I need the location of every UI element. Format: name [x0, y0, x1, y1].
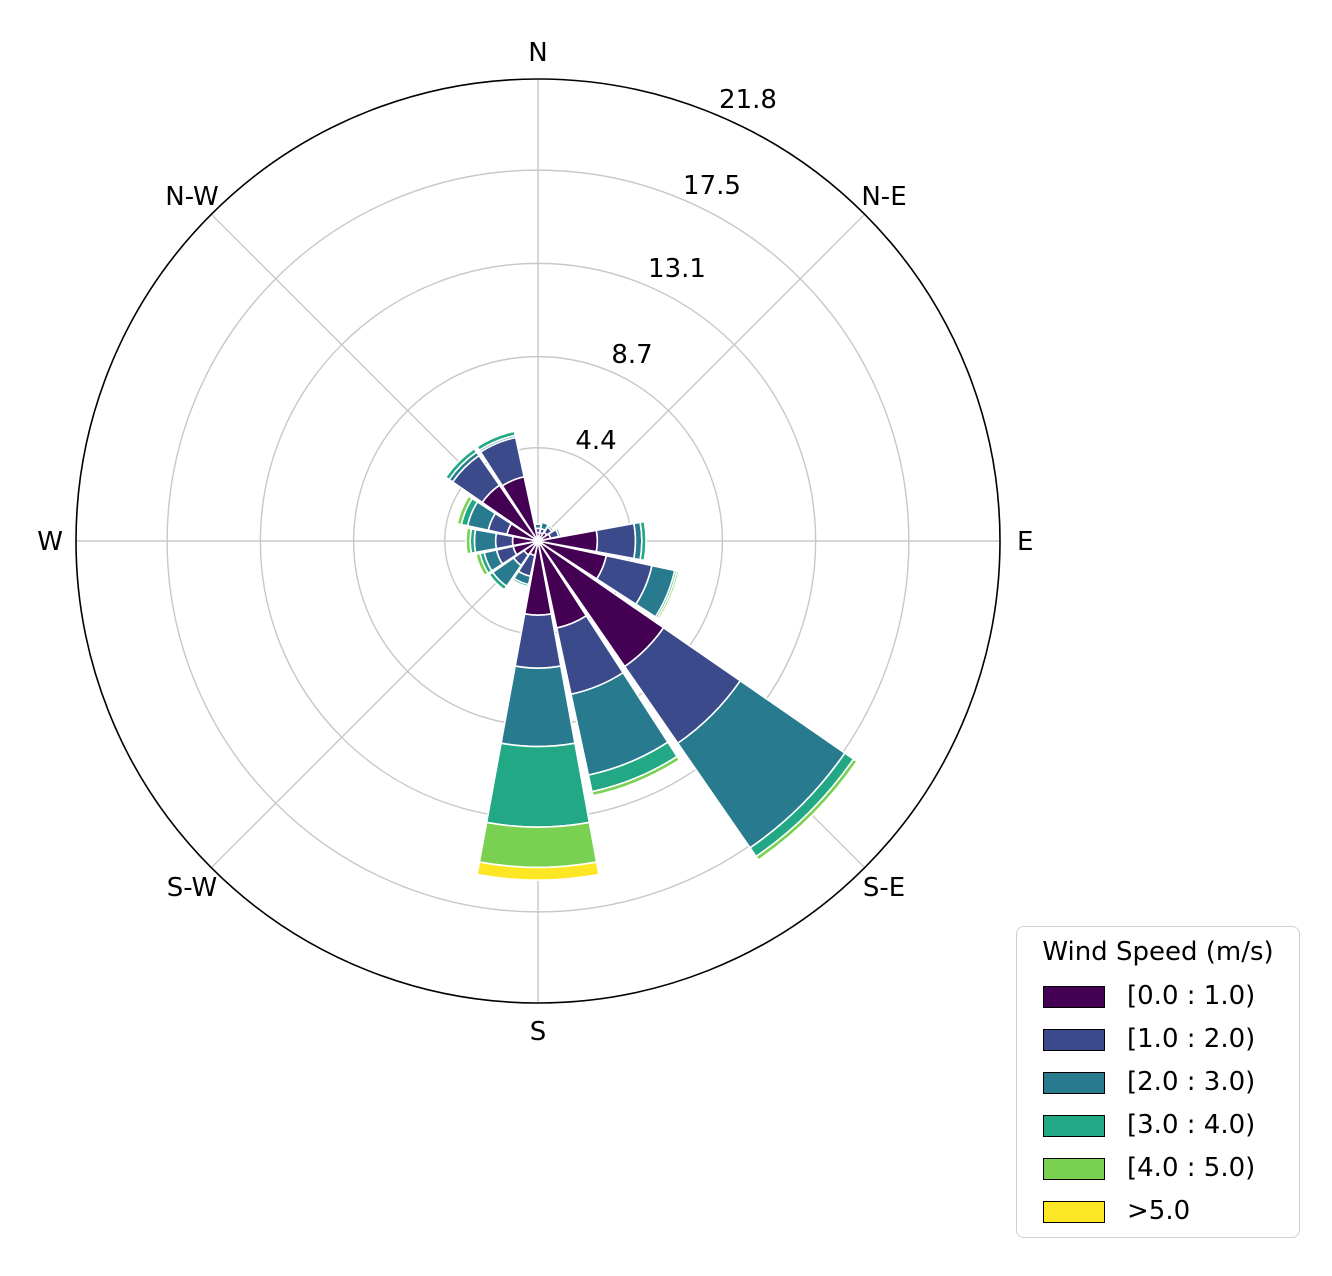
direction-label-n: N [528, 38, 547, 68]
windrose-bar-segment [754, 757, 859, 862]
legend-entry-label: [2.0 : 3.0) [1127, 1067, 1256, 1097]
windrose-bar-segment [474, 552, 490, 577]
legend-entry-label: [1.0 : 2.0) [1127, 1024, 1256, 1054]
windrose-bar-segment [511, 577, 530, 588]
radial-tick-label: 8.7 [611, 340, 652, 370]
windrose-bar-segment [595, 522, 637, 560]
direction-label-w: W [37, 527, 63, 557]
radial-tick-label: 4.4 [575, 426, 616, 456]
legend-entry-label: [4.0 : 5.0) [1127, 1153, 1256, 1183]
windrose-bar-segment [456, 495, 474, 526]
windrose-bars [444, 430, 859, 881]
windrose-bar-segment [476, 861, 600, 881]
windrose-bar-segment [591, 755, 681, 797]
legend-entry-label: [3.0 : 4.0) [1127, 1110, 1256, 1140]
radial-tick-label: 13.1 [648, 254, 706, 284]
windrose-bar-segment [473, 528, 498, 554]
windrose-bar-segment [500, 665, 576, 748]
direction-label-e: E [1017, 527, 1033, 557]
direction-label-sw: S-W [167, 873, 218, 903]
windrose-bar-segment [478, 821, 598, 869]
legend-swatch [1043, 1158, 1105, 1180]
polar-frame [75, 78, 1001, 1004]
direction-label-nw: N-W [165, 182, 219, 212]
windrose-bar-segment [475, 430, 517, 452]
radial-tick-label: 21.8 [719, 85, 777, 115]
windrose-bar-segment [444, 447, 478, 481]
direction-label-ne: N-E [861, 182, 906, 212]
windrose-bar-segment [485, 742, 591, 828]
legend-entry-label: [0.0 : 1.0) [1127, 981, 1256, 1011]
legend-entry-label: >5.0 [1127, 1196, 1191, 1226]
polar-outline [75, 78, 1001, 1004]
legend-swatch [1043, 1201, 1105, 1223]
windrose-bar-segment [465, 527, 473, 555]
windrose-bar-segment [656, 569, 680, 621]
legend-swatch [1043, 1115, 1105, 1137]
legend-swatch [1043, 1072, 1105, 1094]
direction-label-se: S-E [863, 873, 905, 903]
direction-label-s: S [530, 1017, 547, 1047]
windrose-bar-segment [514, 613, 562, 669]
legend: Wind Speed (m/s) [0.0 : 1.0) [1.0 : 2.0)… [1016, 926, 1300, 1238]
legend-title: Wind Speed (m/s) [1042, 937, 1274, 967]
legend-swatch [1043, 986, 1105, 1008]
windrose-bar-segment [488, 571, 508, 591]
radial-tick-label: 17.5 [683, 171, 741, 201]
windrose-bar-segment [639, 520, 647, 562]
legend-swatch [1043, 1029, 1105, 1051]
